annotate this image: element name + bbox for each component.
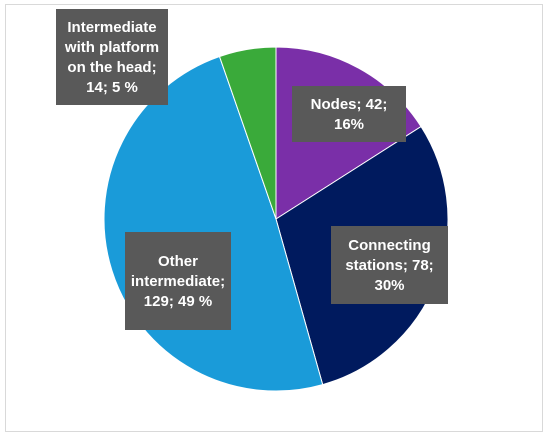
data-label-intermediate-with-platform-on-the-head: Intermediate with platform on the head; 14;… — [56, 9, 168, 105]
data-label-line: stations; 78; — [345, 257, 433, 274]
data-label-line: 129; 49 % — [144, 293, 212, 310]
data-label-box — [292, 86, 406, 142]
data-label-box — [125, 232, 231, 330]
data-label-line: Intermediate — [67, 19, 156, 36]
data-label-line: Nodes; 42; — [311, 96, 388, 113]
data-label-line: 14; 5 % — [86, 79, 138, 96]
data-label-box — [331, 226, 448, 304]
data-label-line: intermediate; — [131, 273, 225, 290]
data-label-line: Connecting — [348, 237, 431, 254]
data-label-line: on the head; — [67, 59, 156, 76]
pie-slice-intermediate-with-platform-on-the-head — [218, 46, 277, 220]
data-label-other-intermediate: Other intermediate; 129; 49 % — [125, 232, 231, 330]
pie-chart: Nodes; 42; 16% Connecting stations; 78; 30% O… — [56, 9, 449, 392]
chart-frame: Nodes; 42; 16% Connecting stations; 78; 30% O… — [5, 4, 543, 432]
data-label-line: Other — [158, 253, 198, 270]
data-label-line: 30% — [374, 277, 404, 294]
pie-labels: Nodes; 42; 16% Connecting stations; 78; 30% O… — [56, 9, 448, 330]
data-label-box — [56, 9, 168, 105]
data-label-line: 16% — [334, 116, 364, 133]
data-label-line: with platform — [64, 39, 159, 56]
data-label-connecting-stations: Connecting stations; 78; 30% — [331, 226, 448, 304]
data-label-nodes: Nodes; 42; 16% — [292, 86, 406, 142]
